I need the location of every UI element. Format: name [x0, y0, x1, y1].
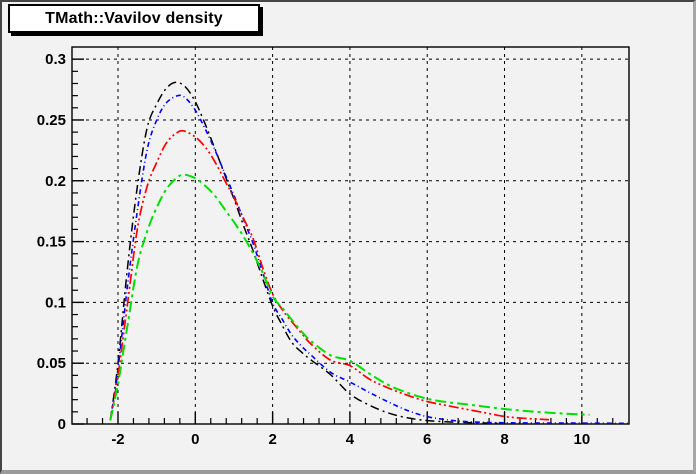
gridlines	[72, 47, 629, 424]
x-tick-label: 6	[423, 431, 431, 448]
y-tick-label: 0.15	[37, 234, 66, 251]
curves	[109, 81, 629, 425]
plot-frame	[71, 46, 630, 425]
y-tick-label: 0.2	[45, 173, 66, 190]
axis-labels: -2 0 2 4 6 8 10 0 0.05 0.1 0.15 0.2 0.25 0.3	[37, 51, 590, 448]
curve-green	[109, 173, 590, 421]
curve-black	[109, 81, 501, 425]
axis-ticks	[72, 58, 614, 425]
curve-red	[109, 129, 550, 421]
y-tick-label: 0.25	[37, 112, 66, 129]
curve-blue	[109, 94, 629, 425]
x-tick-label: 0	[191, 431, 199, 448]
y-tick-label: 0	[58, 416, 66, 433]
x-tick-label: -2	[111, 431, 124, 448]
x-tick-label: 4	[346, 431, 355, 448]
y-tick-label: 0.3	[45, 51, 66, 68]
title-box: TMath::Vavilov density	[8, 4, 260, 33]
x-tick-label: 2	[268, 431, 276, 448]
y-tick-label: 0.05	[37, 355, 66, 372]
plot-title: TMath::Vavilov density	[45, 9, 223, 27]
x-tick-label: 10	[573, 431, 590, 448]
x-tick-label: 8	[500, 431, 508, 448]
y-tick-label: 0.1	[45, 294, 66, 311]
